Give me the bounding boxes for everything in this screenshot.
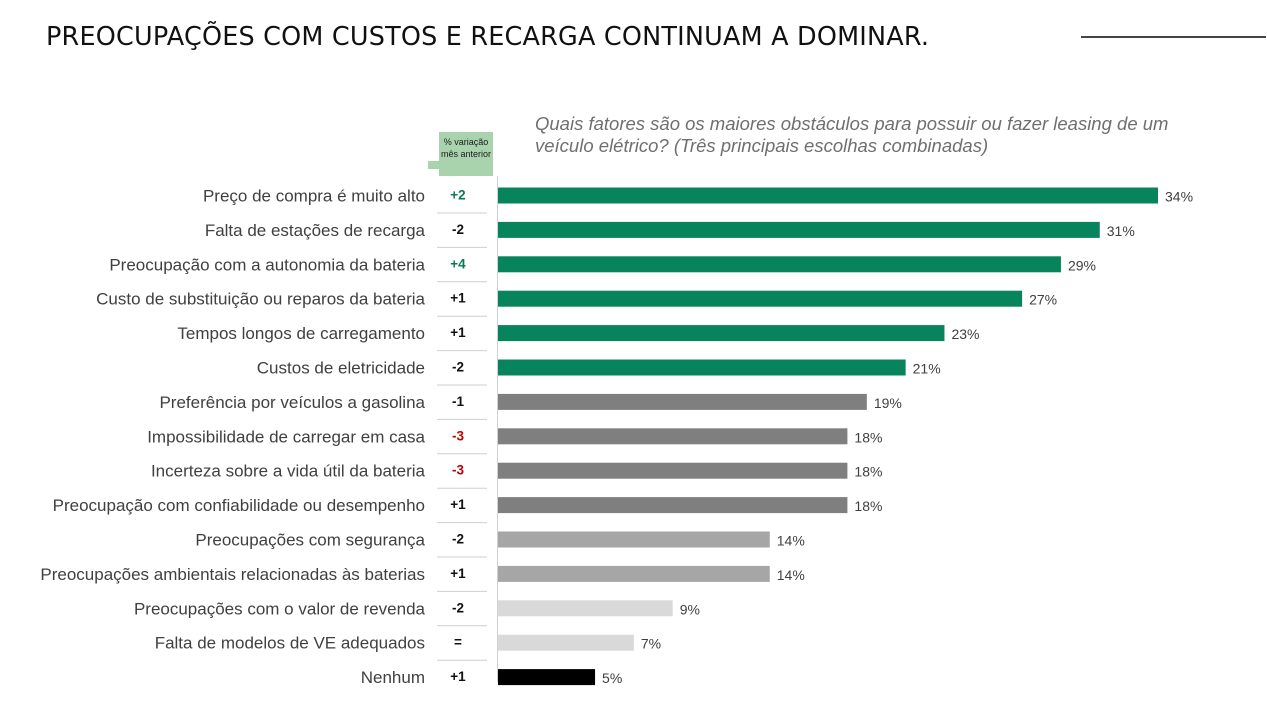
value-label: 23% bbox=[951, 326, 979, 342]
change-label: +1 bbox=[450, 669, 466, 684]
value-label: 31% bbox=[1107, 223, 1135, 239]
bar bbox=[498, 187, 1158, 204]
change-label: -2 bbox=[452, 222, 464, 237]
bar bbox=[498, 634, 634, 651]
value-label: 18% bbox=[854, 464, 882, 480]
category-label: Incerteza sobre a vida útil da bateria bbox=[151, 462, 426, 481]
bar bbox=[498, 565, 770, 582]
change-label: -1 bbox=[452, 394, 464, 409]
category-label: Impossibilidade de carregar em casa bbox=[147, 427, 425, 446]
category-label: Preocupação com confiabilidade ou desemp… bbox=[53, 496, 425, 515]
change-label: +1 bbox=[450, 566, 466, 581]
value-label: 18% bbox=[854, 429, 882, 445]
change-label: -2 bbox=[452, 532, 464, 547]
category-label: Falta de modelos de VE adequados bbox=[155, 634, 425, 653]
bar bbox=[498, 531, 770, 548]
change-label: -3 bbox=[452, 463, 464, 478]
bar bbox=[498, 221, 1100, 238]
value-label: 5% bbox=[602, 670, 622, 686]
bar bbox=[498, 359, 906, 376]
category-label: Preço de compra é muito alto bbox=[203, 187, 425, 206]
change-label: -2 bbox=[452, 600, 464, 615]
value-label: 27% bbox=[1029, 292, 1057, 308]
title-rule bbox=[1081, 36, 1266, 38]
value-label: 18% bbox=[854, 498, 882, 514]
category-label: Preocupações ambientais relacionadas às … bbox=[40, 565, 425, 584]
chart-subtitle: Quais fatores são os maiores obstáculos … bbox=[535, 113, 1169, 156]
bar bbox=[498, 256, 1061, 273]
value-label: 14% bbox=[777, 567, 805, 583]
category-label: Preferência por veículos a gasolina bbox=[159, 393, 425, 412]
value-label: 29% bbox=[1068, 257, 1096, 273]
category-label: Custo de substituição ou reparos da bate… bbox=[96, 290, 425, 309]
category-label: Custos de eletricidade bbox=[257, 359, 425, 378]
change-label: +1 bbox=[450, 497, 466, 512]
bar bbox=[498, 497, 848, 514]
change-label: -2 bbox=[452, 360, 464, 375]
change-column-badge: % variação mês anterior bbox=[428, 132, 493, 176]
category-label: Tempos longos de carregamento bbox=[177, 324, 425, 343]
change-label: +2 bbox=[450, 188, 465, 203]
change-label: +1 bbox=[450, 291, 466, 306]
page-title: PREOCUPAÇÕES COM CUSTOS E RECARGA CONTIN… bbox=[46, 22, 930, 52]
category-label: Preocupações com segurança bbox=[195, 531, 425, 550]
change-column-header: % variação mês anterior bbox=[440, 137, 492, 159]
bar bbox=[498, 462, 848, 479]
bar bbox=[498, 290, 1023, 307]
category-label: Preocupação com a autonomia da bateria bbox=[109, 255, 425, 274]
change-label: +4 bbox=[450, 256, 466, 271]
value-label: 21% bbox=[913, 361, 941, 377]
bar bbox=[498, 393, 867, 410]
bar bbox=[498, 600, 673, 617]
badge-tab bbox=[428, 161, 440, 169]
category-label: Falta de estações de recarga bbox=[205, 221, 426, 240]
value-label: 34% bbox=[1165, 189, 1193, 205]
bar bbox=[498, 325, 945, 342]
value-label: 9% bbox=[680, 601, 700, 617]
category-label: Nenhum bbox=[361, 668, 425, 687]
value-label: 19% bbox=[874, 395, 902, 411]
value-label: 14% bbox=[777, 533, 805, 549]
change-label: +1 bbox=[450, 325, 466, 340]
value-label: 7% bbox=[641, 636, 661, 652]
change-label: -3 bbox=[452, 428, 464, 443]
bar bbox=[498, 669, 596, 686]
axis-divider bbox=[497, 176, 498, 682]
category-label: Preocupações com o valor de revenda bbox=[134, 599, 426, 618]
bar bbox=[498, 428, 848, 445]
change-label: = bbox=[454, 635, 462, 650]
badge-background bbox=[439, 132, 493, 176]
